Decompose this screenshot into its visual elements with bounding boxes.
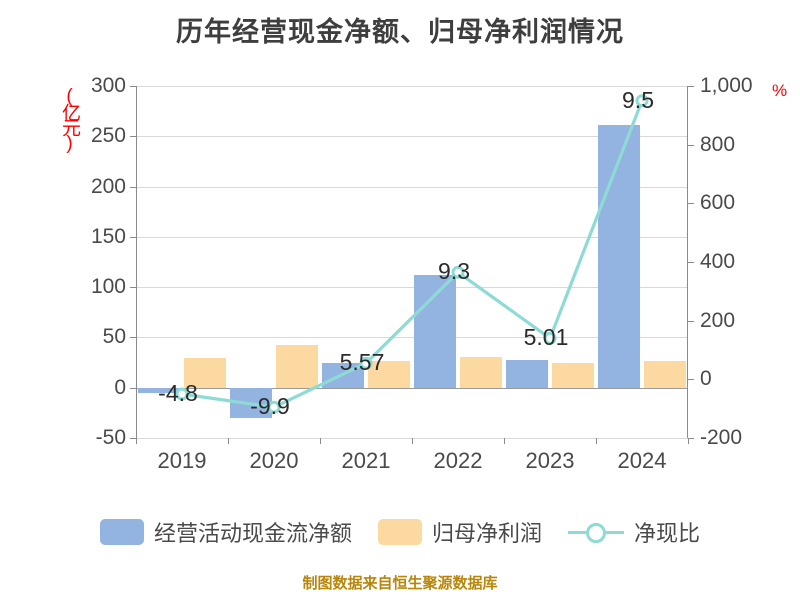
left-axis-tick-label: 200 <box>90 174 126 198</box>
bar-operating-cash-flow-2022 <box>414 275 456 388</box>
left-axis-tick-mark <box>130 438 136 439</box>
gridline <box>136 86 688 87</box>
right-axis-tick-label: 800 <box>700 132 736 156</box>
right-axis-tick-label: -200 <box>700 426 743 449</box>
right-axis-tick-label: 0 <box>700 367 712 391</box>
left-axis-tick-label: 300 <box>90 74 126 97</box>
x-axis-tick-mark <box>228 438 229 444</box>
bar-net-profit-2024 <box>644 360 686 388</box>
right-axis-tick-mark <box>688 379 694 381</box>
right-axis-tick-label: 400 <box>700 250 736 273</box>
x-axis-label-2022: 2022 <box>433 448 483 473</box>
chart-title: 历年经营现金净额、归母净利润情况 <box>176 17 624 47</box>
legend-swatch-icon <box>377 519 422 545</box>
bar-operating-cash-flow-2023 <box>506 359 548 388</box>
bar-net-profit-2022 <box>460 356 502 388</box>
legend-label: 经营活动现金流净额 <box>153 521 352 546</box>
point-value-label-2020: -9.9 <box>250 393 290 420</box>
right-axis-tick-label: 1,000 <box>700 74 753 97</box>
legend-label: 归母净利润 <box>431 521 542 546</box>
left-axis-spine <box>136 86 137 438</box>
left-axis-tick-mark <box>130 186 136 188</box>
left-axis-tick-mark <box>130 236 136 238</box>
legend-item-3[interactable]: 净现比 <box>568 516 700 548</box>
x-axis-tick-mark <box>504 438 505 444</box>
bar-net-profit-2020 <box>276 345 318 388</box>
x-axis-tick-mark <box>596 438 597 444</box>
left-axis-tick-mark <box>130 287 136 289</box>
legend-swatch-icon <box>99 519 144 545</box>
left-axis-tick-mark <box>130 337 136 339</box>
right-axis-spine <box>687 86 688 438</box>
left-axis-tick-label: -50 <box>95 426 126 449</box>
left-axis-tick-label: 250 <box>90 124 126 148</box>
x-axis-tick-mark <box>688 438 689 444</box>
left-axis-tick-label: 100 <box>90 275 126 299</box>
right-axis-tick-mark <box>688 86 694 87</box>
chart-legend: 经营活动现金流净额 归母净利润 净现比 <box>0 516 800 548</box>
x-axis-label-2020: 2020 <box>249 448 299 473</box>
x-axis-label-2021: 2021 <box>341 448 391 473</box>
left-axis-tick-label: 0 <box>114 375 126 399</box>
x-axis-tick-mark <box>136 438 137 444</box>
legend-line-circle-icon <box>568 521 624 543</box>
x-axis-tick-mark <box>412 438 413 444</box>
bar-operating-cash-flow-2019 <box>138 387 180 393</box>
left-axis-tick-mark <box>130 136 136 138</box>
left-axis-tick-label: 50 <box>102 325 126 349</box>
source-note: 制图数据来自恒生聚源数据库 <box>302 575 498 592</box>
left-axis-tick-label: 150 <box>90 224 126 248</box>
left-axis-unit-label: (亿元) <box>59 86 80 150</box>
point-value-label-2023: 5.01 <box>523 324 569 351</box>
right-axis-tick-label: 200 <box>700 308 736 332</box>
bar-operating-cash-flow-2024 <box>598 125 640 388</box>
point-value-label-2024: 9.5 <box>622 86 654 113</box>
line-path-net-cash-ratio <box>180 99 644 409</box>
right-axis-tick-mark <box>688 438 694 439</box>
right-axis-tick-mark <box>688 262 694 263</box>
legend-item-1[interactable]: 经营活动现金流净额 <box>99 516 352 548</box>
point-value-label-2019: -4.8 <box>158 380 198 406</box>
legend-item-2[interactable]: 归母净利润 <box>377 516 542 548</box>
plot-area: -4.8 -9.9 5.57 9.3 5.01 9.5 <box>130 86 694 444</box>
x-axis-label-2019: 2019 <box>157 448 207 473</box>
x-axis-label-2024: 2024 <box>617 448 667 473</box>
point-value-label-2021: 5.57 <box>339 349 385 376</box>
x-axis-tick-mark <box>320 438 321 444</box>
right-axis-tick-mark <box>688 203 694 205</box>
left-axis-tick-mark <box>130 86 136 87</box>
bar-net-profit-2023 <box>552 362 594 388</box>
right-axis-tick-mark <box>688 144 694 146</box>
gridline <box>136 387 688 389</box>
legend-label: 净现比 <box>634 521 701 546</box>
x-axis-label-2023: 2023 <box>525 448 575 473</box>
left-axis-tick-mark <box>130 387 136 389</box>
right-axis-unit-label: % <box>772 81 788 100</box>
right-axis-tick-label: 600 <box>700 191 736 215</box>
right-axis-tick-mark <box>688 320 694 322</box>
point-value-label-2022: 9.3 <box>438 258 470 285</box>
